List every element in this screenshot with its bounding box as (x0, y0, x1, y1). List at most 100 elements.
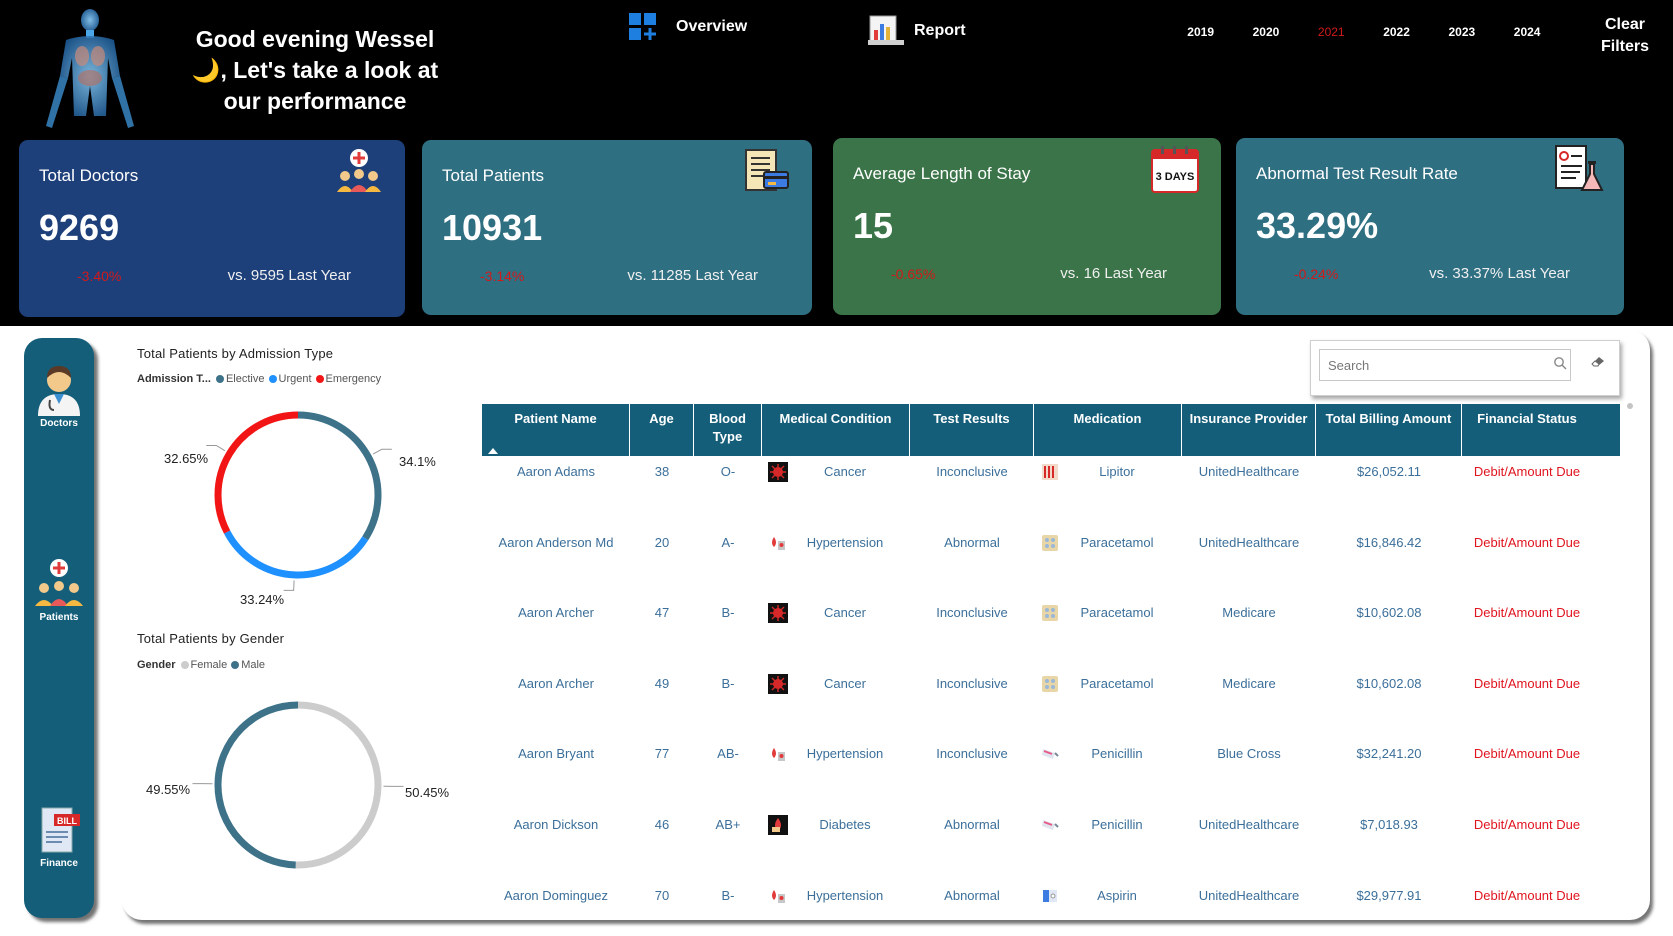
year-filter: 2019 2020 2021 2022 2023 2024 (1168, 25, 1560, 39)
column-header-insurer[interactable]: Insurance Provider (1182, 404, 1316, 456)
cell-blood: B- (721, 887, 735, 903)
table-row[interactable]: Aaron Dickson 46 AB+ Diabetes Abnormal Penici… (482, 809, 1620, 880)
cell-text: Hypertension (806, 534, 884, 550)
clear-filters-button[interactable]: Clear Filters (1600, 16, 1649, 55)
blood-pressure-icon (772, 748, 785, 762)
legend-item-male[interactable]: Male (231, 659, 265, 671)
legend-label: Elective (225, 373, 265, 385)
donut-slice-urgent[interactable] (223, 530, 369, 579)
cell-billing: $7,018.93 (1360, 816, 1418, 832)
sidebar-item-finance[interactable]: BILL Finance (24, 804, 94, 869)
doctors-icon (337, 149, 381, 192)
column-header-blood[interactable]: Blood Type (694, 404, 762, 456)
donut-slice-male[interactable] (214, 701, 299, 869)
cell-blood: AB+ (715, 816, 741, 832)
donut-slice-female[interactable] (295, 701, 382, 869)
cell-text: Paracetamol (1080, 675, 1154, 691)
sidebar-item-doctors[interactable]: Doctors (24, 360, 94, 429)
column-header-name[interactable]: Patient Name (482, 404, 630, 456)
column-header-label: Blood Type (709, 411, 746, 444)
cell-text: Lipitor (1099, 464, 1135, 479)
column-header-condition[interactable]: Medical Condition (762, 404, 910, 456)
year-2020-button[interactable]: 2020 (1252, 25, 1280, 39)
legend-item-elective[interactable]: Elective (215, 373, 265, 385)
gender-label-female: 50.45% (405, 785, 450, 800)
cell-test: Abnormal (944, 816, 1000, 832)
column-header-label: Age (649, 411, 674, 426)
scrollbar-thumb[interactable] (1627, 403, 1633, 409)
sidebar-item-label: Doctors (40, 418, 78, 429)
tablet-pack-icon (1042, 605, 1058, 622)
overview-nav-button[interactable]: Overview (628, 12, 747, 42)
legend-item-urgent[interactable]: Urgent (268, 373, 312, 385)
cell-age: 77 (654, 746, 670, 762)
cell-text: Hypertension (806, 746, 884, 762)
kpi-delta: -3.40% (77, 268, 122, 284)
kpi-value: 15 (853, 205, 894, 246)
table-row[interactable]: Aaron Adams 38 O- Cancer Inconclusive Lipitor… (482, 456, 1620, 527)
cell-text: Paracetamol (1080, 605, 1154, 621)
donut-leader-line (206, 444, 226, 452)
table-row[interactable]: Aaron Anderson Md 20 A- Hypertension Abnorma… (482, 527, 1620, 598)
legend-label: Urgent (278, 373, 312, 385)
column-header-label: Medical Condition (779, 411, 892, 426)
dashboard-icon (629, 13, 656, 40)
report-nav-button[interactable]: Report (866, 14, 966, 48)
sort-ascending-icon[interactable] (488, 448, 498, 454)
calendar-3-days-icon: 3 DAYS (1151, 146, 1199, 193)
cell-condition: Cancer (762, 597, 910, 668)
kpi-comparison: vs. 11285 Last Year (627, 267, 758, 284)
column-header-label: Test Results (933, 411, 1010, 426)
cell-medication: Penicillin (1034, 738, 1182, 809)
column-header-test[interactable]: Test Results (910, 404, 1034, 456)
glucose-meter-icon (768, 814, 788, 835)
table-row[interactable]: Aaron Archer 47 B- Cancer Inconclusive Parace… (482, 597, 1620, 668)
search-panel (1310, 340, 1620, 396)
cell-test: Abnormal (944, 534, 1000, 550)
table-row[interactable]: Aaron Dominguez 70 B- Hypertension Abnormal A… (482, 880, 1620, 936)
cell-billing: $29,977.91 (1356, 887, 1422, 903)
kpi-delta: -3.14% (480, 268, 525, 284)
eraser-icon[interactable] (1590, 354, 1606, 368)
cell-insurer: Medicare (1222, 675, 1276, 691)
year-2022-button[interactable]: 2022 (1383, 25, 1410, 39)
column-header-medication[interactable]: Medication (1034, 404, 1182, 456)
cell-condition: Cancer (762, 668, 910, 739)
column-header-status[interactable]: Financial Status (1462, 404, 1592, 456)
legend-dot (215, 375, 224, 383)
column-header-billing[interactable]: Total Billing Amount (1316, 404, 1462, 456)
search-input[interactable] (1319, 349, 1571, 381)
cell-name: Aaron Dominguez (503, 887, 609, 903)
tablet-pack-icon (1042, 675, 1058, 692)
legend-item-emergency[interactable]: Emergency (315, 373, 381, 385)
donut-slice-elective[interactable] (297, 411, 382, 541)
sidebar-item-label: Finance (40, 858, 78, 869)
year-2024-button[interactable]: 2024 (1513, 25, 1541, 39)
year-2023-button[interactable]: 2023 (1448, 25, 1476, 39)
table-row[interactable]: Aaron Archer 49 B- Cancer Inconclusive Parace… (482, 668, 1620, 739)
cell-status: Debit/Amount Due (1473, 605, 1581, 621)
donut-slice-emergency[interactable] (214, 411, 299, 534)
search-icon[interactable] (1553, 356, 1567, 370)
sidebar-item-patients[interactable]: Patients (24, 558, 94, 623)
table-row[interactable]: Aaron Bryant 77 AB- Hypertension Inconclusiv… (482, 738, 1620, 809)
gender-label-male: 49.55% (146, 782, 191, 797)
report-chart-icon (868, 15, 904, 45)
kpi-title: Abnormal Test Result Rate (1256, 164, 1458, 183)
cell-text: Hypertension (806, 887, 884, 903)
legend-item-female[interactable]: Female (180, 659, 227, 671)
cell-billing: $32,241.20 (1356, 746, 1422, 762)
year-2019-button[interactable]: 2019 (1187, 25, 1214, 39)
kpi-avg-length-of-stay-card: Average Length of Stay 15 -0.65% vs. 16 … (833, 138, 1221, 315)
cell-text: Cancer (824, 605, 866, 621)
cell-name: Aaron Bryant (518, 746, 594, 762)
virus-icon (768, 603, 788, 624)
cell-text: Penicillin (1091, 746, 1143, 762)
lab-report-icon (1555, 145, 1604, 191)
cell-age: 20 (654, 534, 670, 550)
cell-insurer: UnitedHealthcare (1198, 816, 1300, 832)
column-header-age[interactable]: Age (630, 404, 694, 456)
kpi-title: Average Length of Stay (853, 164, 1031, 183)
year-2021-button[interactable]: 2021 (1317, 25, 1345, 39)
kpi-delta: -0.65% (891, 266, 936, 282)
